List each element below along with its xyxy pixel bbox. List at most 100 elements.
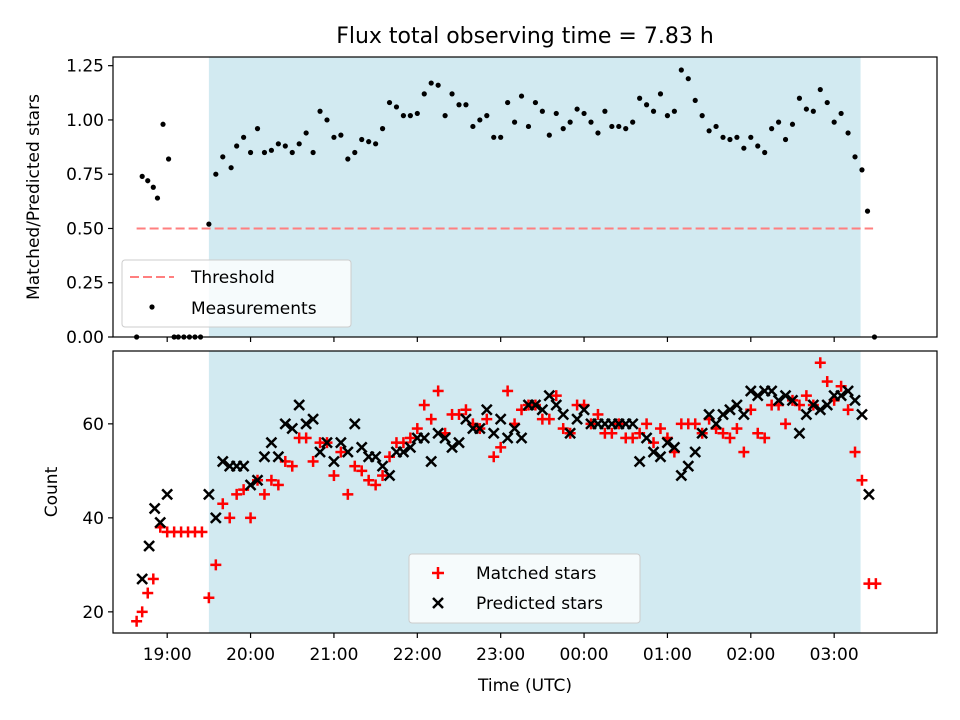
measurement-point <box>518 93 525 99</box>
ratio-y-tick-label: 0.00 <box>66 328 104 348</box>
matched-star-point <box>142 587 154 599</box>
measurement-point <box>206 221 212 227</box>
measurement-point <box>338 132 344 138</box>
count-x-tick-label: 03:00 <box>810 645 859 665</box>
predicted-star-point <box>647 446 660 458</box>
measurement-point <box>539 108 545 114</box>
measurement-point <box>553 110 559 117</box>
predicted-star-point <box>835 389 848 402</box>
predicted-star-point <box>772 394 785 407</box>
measurement-point <box>435 82 441 88</box>
predicted-star-point <box>675 469 688 482</box>
ratio-y-tick-label: 1.00 <box>66 111 104 131</box>
measurement-point <box>241 134 247 140</box>
measurement-point <box>386 99 393 106</box>
measurement-point <box>692 97 698 104</box>
ratio-y-tick-label: 0.50 <box>66 219 104 239</box>
predicted-star-point <box>300 417 313 430</box>
measurement-point <box>324 117 330 123</box>
measurement-point <box>630 119 636 125</box>
matched-star-point <box>363 474 375 486</box>
predicted-star-point <box>543 389 556 402</box>
count-y-tick-label: 20 <box>82 603 104 623</box>
measurement-point <box>782 136 789 143</box>
measurement-point <box>637 95 643 101</box>
count-x-tick-label: 20:00 <box>226 645 275 665</box>
predicted-star-point <box>473 422 486 435</box>
measurement-point <box>803 106 809 112</box>
matched-star-point <box>550 390 562 402</box>
predicted-star-point <box>508 422 521 435</box>
matched-star-point <box>814 357 826 369</box>
matched-star-point <box>432 385 444 397</box>
measurement-point <box>400 113 407 119</box>
matched-star-point <box>370 479 382 491</box>
matched-star-point <box>196 526 208 538</box>
predicted-star-point <box>209 511 222 524</box>
measurement-point <box>407 113 413 119</box>
predicted-star-point <box>355 441 368 454</box>
predicted-star-point <box>717 408 729 421</box>
matched-star-point <box>300 432 312 444</box>
matched-star-point <box>224 512 236 524</box>
measurement-point <box>379 126 386 132</box>
matched-star-point <box>210 559 222 571</box>
count-y-axis-label: Count <box>42 466 62 517</box>
predicted-star-point <box>849 394 861 407</box>
measurement-point <box>616 123 622 130</box>
measurement-point <box>213 171 219 177</box>
legend-threshold-label: Threshold <box>190 268 275 288</box>
matched-star-point <box>849 446 861 458</box>
matched-star-point <box>724 432 736 444</box>
matched-star-point <box>272 479 284 491</box>
predicted-star-point <box>779 389 792 402</box>
matched-star-point <box>752 427 764 439</box>
predicted-star-point <box>369 450 382 463</box>
predicted-star-point <box>724 403 736 416</box>
matched-star-point <box>488 451 500 463</box>
predicted-star-point <box>571 413 583 426</box>
measurement-point <box>678 67 684 73</box>
matched-star-point <box>870 578 882 590</box>
predicted-star-point <box>293 399 306 411</box>
matched-star-point <box>689 418 701 430</box>
predicted-star-point <box>136 573 149 585</box>
measurement-point <box>713 123 719 130</box>
predicted-star-point <box>661 436 674 449</box>
predicted-star-point <box>237 460 250 473</box>
predicted-star-point <box>765 385 778 397</box>
predicted-star-point <box>328 455 340 468</box>
measurement-point <box>755 143 761 149</box>
measurement-point <box>824 99 830 106</box>
measurement-point <box>491 134 497 140</box>
matched-star-point <box>418 399 430 411</box>
predicted-star-point <box>856 408 868 421</box>
predicted-star-point <box>731 399 743 411</box>
predicted-star-point <box>564 427 577 440</box>
measurement-point <box>650 108 657 114</box>
measurement-point <box>657 91 664 97</box>
ratio-y-axis-label: Matched/Predicted stars <box>24 94 44 300</box>
measurement-point <box>796 95 803 101</box>
measurement-point <box>609 123 615 130</box>
predicted-star-point <box>314 446 326 458</box>
measurement-point <box>838 110 844 117</box>
matched-star-point <box>842 404 854 416</box>
predicted-star-point <box>286 422 299 435</box>
predicted-star-point <box>272 450 285 463</box>
predicted-star-point <box>404 441 417 454</box>
predicted-star-point <box>786 394 799 407</box>
count-y-tick-label: 60 <box>82 415 104 435</box>
predicted-star-point <box>202 488 215 501</box>
measurement-point <box>706 128 712 134</box>
predicted-star-point <box>432 427 445 440</box>
measurement-point <box>775 119 782 125</box>
measurement-point <box>150 184 156 190</box>
matched-star-point <box>606 427 618 439</box>
measurement-point <box>154 195 161 201</box>
measurement-point <box>366 139 372 145</box>
ratio-y-tick-label: 0.75 <box>66 165 104 185</box>
measurement-point <box>734 134 740 140</box>
measurement-point <box>220 154 226 160</box>
